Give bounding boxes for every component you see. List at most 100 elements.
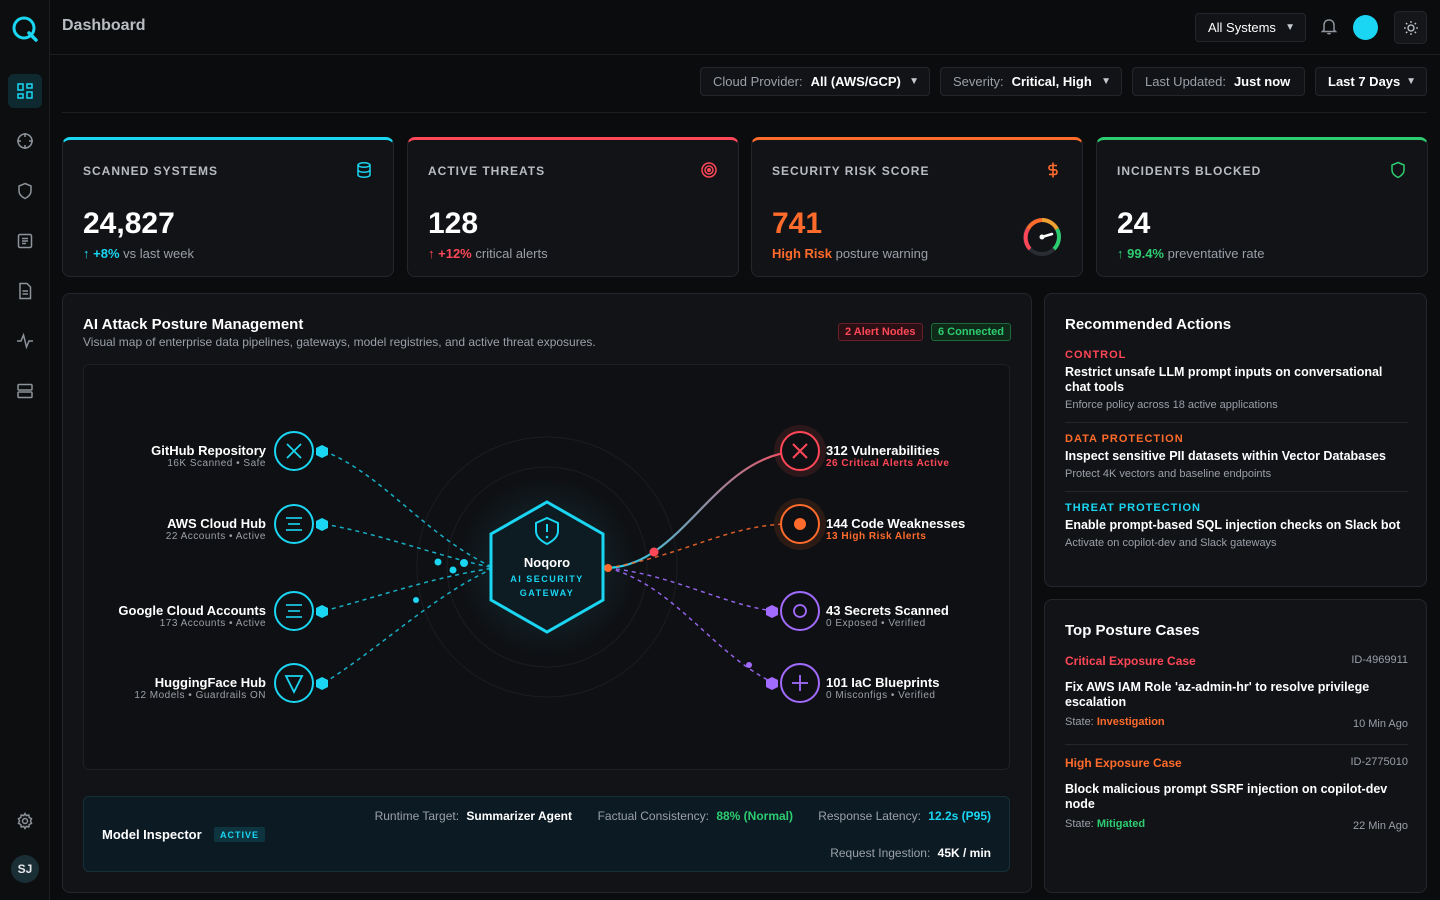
case-type: Critical Exposure Case [1065,654,1196,668]
nav-security[interactable] [8,174,42,208]
node-meta: 26 Critical Alerts Active [826,458,950,469]
kpi-incidents-blocked[interactable]: INCIDENTS BLOCKED 24 ↑ 99.4% preventativ… [1096,137,1428,277]
action-category: THREAT PROTECTION [1065,502,1201,514]
divider [1065,491,1408,492]
nav-discovery[interactable] [8,124,42,158]
metric-value: Summarizer Agent [466,809,572,823]
list-icon [17,233,33,249]
request-ingestion-metric: Request Ingestion: 45K / min [830,846,991,860]
target-node-iac[interactable]: 101 IaC Blueprints 0 Misconfigs • Verifi… [826,675,939,701]
case-state-label: State: [1065,716,1094,728]
nav-settings[interactable] [8,804,42,838]
case-item[interactable]: High Exposure Case ID-2775010 Block mali… [1065,756,1408,832]
kpi-title: ACTIVE THREATS [428,164,546,178]
metric-label: Factual Consistency: [597,809,709,823]
case-time: 22 Min Ago [1352,820,1408,832]
theme-toggle-button[interactable] [1394,11,1427,44]
node-meta: 22 Accounts • Active [165,531,266,542]
user-avatar[interactable]: SJ [11,855,39,883]
profile-avatar[interactable] [1353,15,1378,40]
hub-name: Noqoro [523,555,571,570]
kpi-delta-text: posture warning [835,246,929,261]
attack-graph[interactable]: Noqoro AI SECURITY GATEWAY GitHub Reposi… [83,364,1010,770]
alert-nodes-badge[interactable]: 2 Alert Nodes [838,323,923,341]
date-range-filter[interactable]: Last 7 Days ▼ [1315,67,1427,96]
shield-icon [1391,161,1405,179]
action-category: DATA PROTECTION [1065,433,1184,445]
chevron-down-icon: ▼ [1101,76,1111,87]
case-item[interactable]: Critical Exposure Case ID-4969911 Fix AW… [1065,654,1408,730]
kpi-security-risk-score[interactable]: SECURITY RISK SCORE 741 High Risk postur… [751,137,1083,277]
cloud-provider-filter[interactable]: Cloud Provider: All (AWS/GCP) ▼ [700,67,930,96]
kpi-scanned-systems[interactable]: SCANNED SYSTEMS 24,827 ↑ +8% vs last wee… [62,137,394,277]
kpi-delta-text: critical alerts [475,246,548,261]
metric-label: Response Latency: [818,809,921,823]
target-node-code-weaknesses[interactable]: 144 Code Weaknesses 13 High Risk Alerts [826,516,965,542]
node-name: 101 IaC Blueprints [826,675,940,690]
action-title: Enable prompt-based SQL injection checks… [1065,518,1401,532]
metric-value: 45K / min [937,846,991,860]
nav-list[interactable] [8,224,42,258]
node-meta: 16K Scanned • Safe [167,458,266,469]
hub-line2: GATEWAY [519,588,575,598]
connected-badge[interactable]: 6 Connected [931,323,1012,341]
node-name: GitHub Repository [151,443,266,458]
factual-consistency-metric: Factual Consistency: 88% (Normal) [598,809,793,823]
action-item[interactable]: THREAT PROTECTION Enable prompt-based SQ… [1065,502,1408,549]
target-node-secrets[interactable]: 43 Secrets Scanned 0 Exposed • Verified [826,603,949,629]
filter-value: Critical, High [1011,74,1092,89]
severity-filter[interactable]: Severity: Critical, High ▼ [940,67,1122,96]
node-name: AWS Cloud Hub [167,516,266,531]
top-posture-cases-panel: Top Posture Cases Critical Exposure Case… [1044,599,1427,893]
case-state-value: Investigation [1096,716,1165,728]
action-desc: Enforce policy across 18 active applicat… [1065,399,1278,411]
bell-icon[interactable] [1320,17,1338,35]
page-title: Dashboard [62,17,146,34]
node-meta: 13 High Risk Alerts [826,531,927,542]
risk-gauge-icon [1023,218,1061,256]
dollar-icon [1048,162,1058,178]
divider [1065,422,1408,423]
nav-reports[interactable] [8,274,42,308]
system-selector-value: All Systems [1208,20,1276,35]
node-name: 43 Secrets Scanned [826,603,949,618]
kpi-title: SCANNED SYSTEMS [83,164,219,178]
hub-line1: AI SECURITY [510,574,584,584]
source-node-aws[interactable]: AWS Cloud Hub 22 Accounts • Active [166,516,266,542]
filter-label: Severity: [953,74,1004,89]
runtime-target-metric: Runtime Target: Summarizer Agent [375,809,572,823]
nav-activity[interactable] [8,324,42,358]
system-selector[interactable]: All Systems ▼ [1195,13,1306,42]
nav-dashboard[interactable] [8,74,42,108]
activity-icon [17,332,33,350]
node-meta: 0 Exposed • Verified [826,618,926,629]
target-node-vulnerabilities[interactable]: 312 Vulnerabilities 26 Critical Alerts A… [826,443,949,469]
node-name: 312 Vulnerabilities [826,443,940,458]
sidebar: SJ [0,0,50,900]
panel-title: Recommended Actions [1065,316,1232,333]
case-time: 10 Min Ago [1352,718,1408,730]
hub-node[interactable]: Noqoro AI SECURITY GATEWAY [497,555,597,598]
panel-title: AI Attack Posture Management [83,316,304,333]
nav-servers[interactable] [8,374,42,408]
filter-value: All (AWS/GCP) [810,74,901,89]
node-meta: 12 Models • Guardrails ON [134,690,266,701]
app-logo-icon[interactable] [11,15,39,43]
model-inspector[interactable]: Model Inspector ACTIVE Runtime Target: S… [83,796,1010,872]
shield-icon [18,182,32,200]
kpi-active-threats[interactable]: ACTIVE THREATS 128 ↑ +12% critical alert… [407,137,739,277]
filter-value: Last 7 Days [1328,74,1401,89]
top-header: Dashboard All Systems ▼ [50,0,1440,55]
case-type: High Exposure Case [1065,756,1182,770]
source-node-gcp[interactable]: Google Cloud Accounts 173 Accounts • Act… [118,603,266,629]
action-item[interactable]: DATA PROTECTION Inspect sensitive PII da… [1065,433,1408,480]
action-desc: Protect 4K vectors and baseline endpoint… [1065,468,1272,480]
case-id: ID-2775010 [1350,756,1409,768]
action-item[interactable]: CONTROL Restrict unsafe LLM prompt input… [1065,349,1408,411]
inspector-status-badge: ACTIVE [214,827,266,842]
kpi-delta-value: +8% [93,246,120,261]
action-desc: Activate on copilot-dev and Slack gatewa… [1065,537,1277,549]
source-node-huggingface[interactable]: HuggingFace Hub 12 Models • Guardrails O… [134,675,266,701]
action-category: CONTROL [1065,349,1127,361]
source-node-github[interactable]: GitHub Repository 16K Scanned • Safe [151,443,266,469]
